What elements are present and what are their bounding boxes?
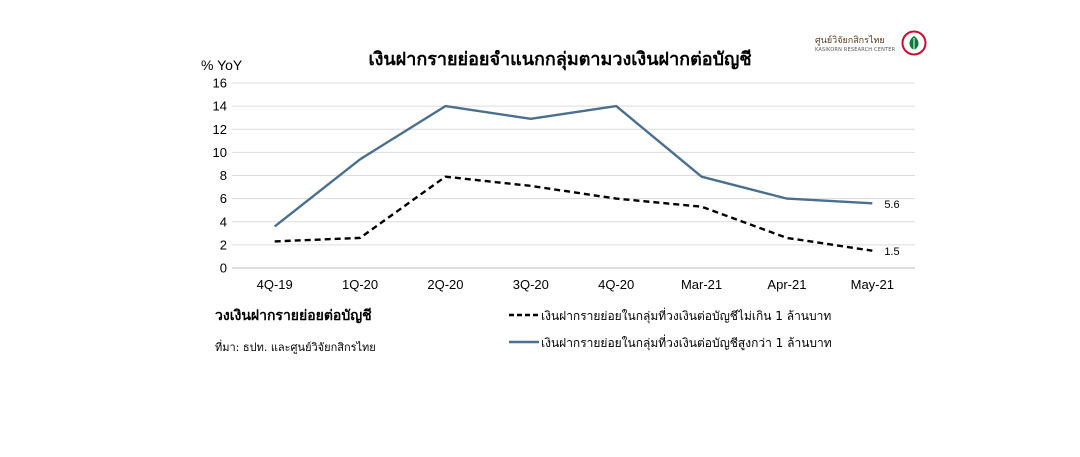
x-tick-label: 3Q-20: [513, 277, 549, 292]
y-tick-label: 8: [220, 168, 227, 183]
end-data-label: 5.6: [884, 199, 899, 211]
logo-tagline: KASIKORN RESEARCH CENTER: [815, 47, 896, 53]
series-lines: [273, 104, 873, 252]
x-tick-label: 4Q-20: [598, 277, 634, 292]
y-tick-label: 14: [213, 99, 227, 114]
y-tick-label: 4: [220, 214, 227, 229]
x-tick-label: 2Q-20: [427, 277, 463, 292]
series-line-dashed: [274, 175, 873, 252]
series-line-solid: [273, 104, 873, 228]
logo-name: ศูนย์วิจัยกสิกรไทย: [815, 36, 885, 46]
y-tick-label: 12: [213, 122, 227, 137]
chart-title: เงินฝากรายย่อยจำแนกกลุ่มตามวงเงินฝากต่อบ…: [368, 49, 752, 70]
x-tick-label: May-21: [851, 277, 894, 292]
end-data-label: 1.5: [884, 246, 899, 258]
y-tick-label: 6: [220, 191, 227, 206]
kasikorn-research-logo: ศูนย์วิจัยกสิกรไทย KASIKORN RESEARCH CEN…: [815, 30, 927, 62]
legend-swatch-dashed: [509, 313, 539, 317]
y-tick-label: 0: [220, 261, 227, 276]
legend-label-dashed: เงินฝากรายย่อยในกลุ่มที่วงเงินต่อบัญชีไม…: [541, 309, 832, 323]
legend-label-solid: เงินฝากรายย่อยในกลุ่มที่วงเงินต่อบัญชีสู…: [541, 336, 832, 350]
x-tick-label: Mar-21: [681, 277, 722, 292]
y-tick-label: 10: [213, 145, 227, 160]
x-tick-label: 1Q-20: [342, 277, 378, 292]
legend-swatch-solid: [509, 340, 539, 344]
y-tick-label: 2: [220, 237, 227, 252]
y-tick-labels: 0 2 4 6 8 10 12 14 16: [213, 76, 227, 276]
legend-group-label: วงเงินฝากรายย่อยต่อบัญชี: [215, 308, 372, 324]
source-note: ที่มา: ธปท. และศูนย์วิจัยกสิกรไทย: [215, 341, 376, 354]
gridlines: [232, 82, 915, 269]
kasikorn-leaf-icon: [901, 30, 927, 56]
end-data-labels: 1.5 5.6: [884, 199, 899, 258]
x-tick-label: 4Q-19: [257, 277, 293, 292]
y-tick-label: 16: [213, 76, 227, 91]
x-tick-labels: 4Q-19 1Q-20 2Q-20 3Q-20 4Q-20 Mar-21 Apr-21 May…: [257, 277, 894, 292]
y-axis-label: % YoY: [201, 57, 243, 73]
x-tick-label: Apr-21: [767, 277, 806, 292]
